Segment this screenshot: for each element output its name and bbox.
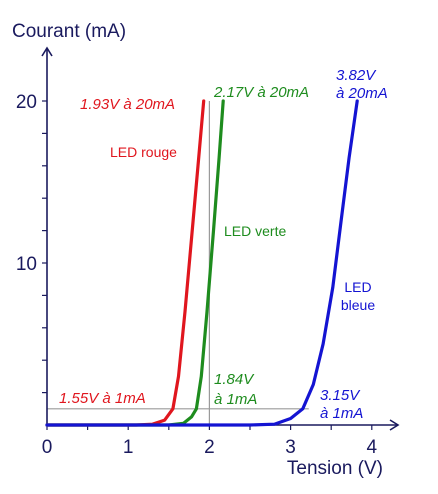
series-label-2: LED (344, 279, 371, 295)
x-axis-arrow-icon (389, 419, 400, 431)
annotation-2: 3.82V (336, 67, 377, 84)
x-tick-label: 2 (204, 437, 215, 458)
y-axis-title: Courant (mA) (12, 21, 126, 42)
series-label-2: bleue (341, 297, 375, 313)
annotation-1: 2.17V à 20mA (213, 84, 309, 101)
annotation-0: 1.93V à 20mA (80, 96, 175, 113)
x-tick-label: 0 (42, 437, 53, 458)
annotation-3: 1.55V à 1mA (59, 390, 146, 407)
annotation-4: 1.84V (214, 371, 255, 388)
annotation-4: à 1mA (214, 391, 257, 408)
x-tick-label: 4 (367, 437, 378, 458)
x-axis-title: Tension (V) (287, 458, 383, 479)
annotation-5: à 1mA (320, 405, 363, 422)
x-tick-label: 1 (123, 437, 134, 458)
x-tick-label: 3 (285, 437, 296, 458)
annotation-5: 3.15V (320, 387, 361, 404)
series-label-1: LED verte (224, 223, 286, 239)
series-curve-2 (45, 99, 359, 427)
y-tick-label: 10 (16, 254, 37, 275)
y-axis-arrow-icon (41, 46, 53, 57)
series-label-0: LED rouge (110, 144, 177, 160)
y-tick-label: 20 (16, 92, 37, 113)
annotation-2: à 20mA (336, 85, 388, 102)
